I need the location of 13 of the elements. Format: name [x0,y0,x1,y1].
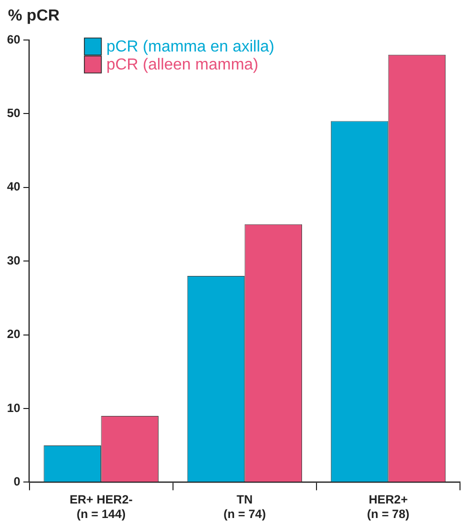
y-tick-label: 40 [6,180,21,194]
legend-label: pCR (mamma en axilla) [106,38,274,56]
y-axis-title: % pCR [8,7,60,24]
x-tick-label: ER+ HER2- (n = 144) [70,492,133,522]
y-tick-label: 30 [6,253,21,268]
y-tick-label: 20 [6,327,21,342]
x-tick-label: TN (n = 74) [223,492,266,522]
legend-label: pCR (alleen mamma) [106,56,258,74]
y-tick-label: 50 [6,106,21,120]
y-tick-label: 0 [14,474,21,489]
y-tick-label: 60 [6,32,21,46]
y-tick-label: 10 [6,400,21,415]
x-tick-label: HER2+ (n = 78) [367,492,410,522]
